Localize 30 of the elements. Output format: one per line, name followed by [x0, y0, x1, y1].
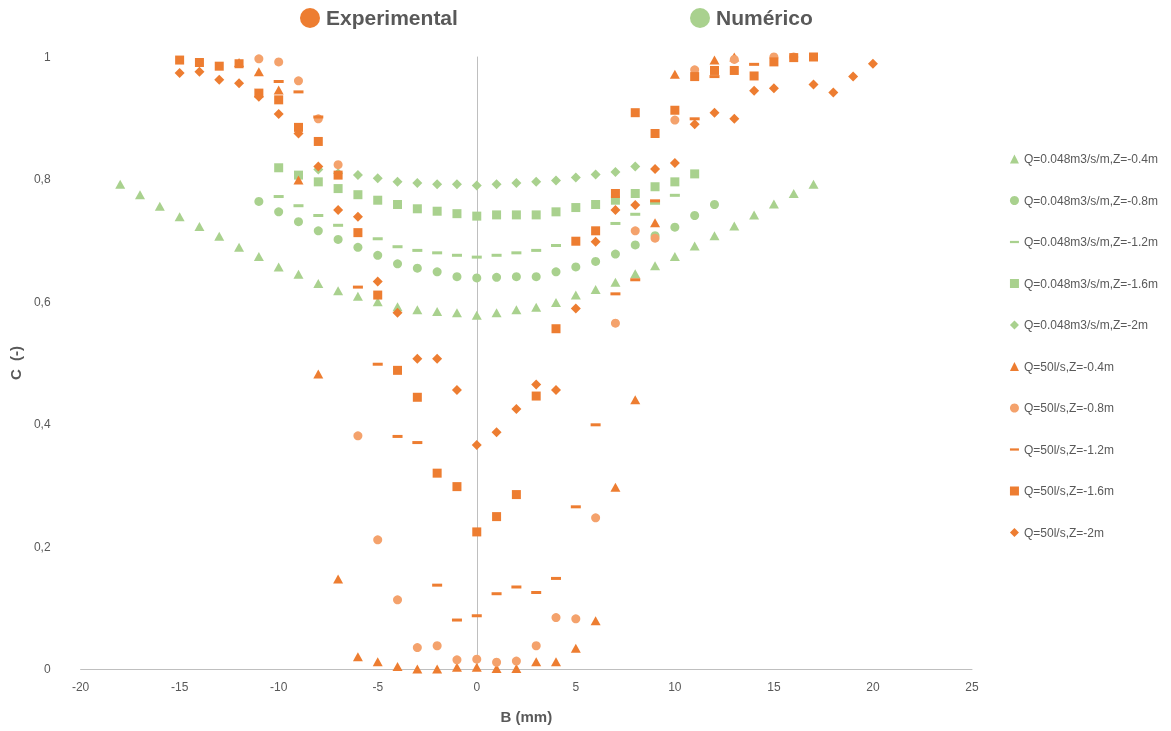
legend-label: Q=0.048m3/s/m,Z=-1.6m: [1023, 276, 1159, 291]
x-axis-title: B (mm): [500, 708, 553, 725]
x-tick-label: 25: [965, 680, 979, 694]
legend-label: Q=50l/s,Z=-0.4m: [1023, 359, 1114, 374]
legend-label: Q=0.048m3/s/m,Z=-2m: [1023, 318, 1148, 332]
x-tick-label: 15: [767, 680, 781, 694]
text: Experimental: [326, 6, 458, 30]
x-tick-label: -10: [270, 680, 288, 694]
x-tick-label: -5: [372, 680, 384, 694]
y-tick-label: 0,6: [33, 294, 51, 309]
y-tick-label: 1: [43, 50, 51, 64]
legend-label: Q=0.048m3/s/m,Z=-0.4m: [1023, 152, 1159, 166]
y-tick-label: 0: [43, 662, 51, 676]
x-tick-label: -15: [170, 680, 189, 694]
legend-label: Q=0.048m3/s/m,Z=-1.2m: [1023, 235, 1159, 249]
x-tick-label: -20: [71, 680, 90, 694]
legend-label: Q=50l/s,Z=-2m: [1023, 525, 1104, 540]
y-tick-label: 0,4: [33, 417, 51, 432]
y-tick-label: 0,2: [33, 539, 51, 554]
legend-label: Q=50l/s,Z=-0.8m: [1023, 401, 1114, 415]
x-tick-label: 5: [572, 680, 580, 694]
x-tick-label: 20: [866, 680, 880, 694]
legend-label: Q=0.048m3/s/m,Z=-0.8m: [1023, 193, 1159, 208]
text: Numérico: [716, 6, 813, 30]
legend-label: Q=50l/s,Z=-1.6m: [1023, 484, 1114, 498]
y-tick-label: 0,8: [33, 172, 51, 187]
legend-label: Q=50l/s,Z=-1.2m: [1023, 442, 1114, 457]
y-axis-title: C (-): [7, 345, 24, 381]
x-tick-label: 10: [668, 680, 682, 694]
x-tick-label: 0: [473, 680, 481, 694]
